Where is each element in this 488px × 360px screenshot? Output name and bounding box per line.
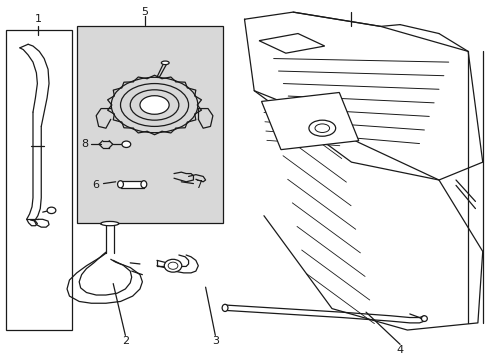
Text: 3: 3 bbox=[211, 336, 218, 346]
Text: 4: 4 bbox=[396, 345, 403, 355]
Ellipse shape bbox=[140, 96, 169, 114]
Text: 6: 6 bbox=[93, 180, 100, 190]
Circle shape bbox=[47, 207, 56, 213]
Text: 8: 8 bbox=[81, 139, 88, 149]
Ellipse shape bbox=[117, 181, 123, 188]
Ellipse shape bbox=[141, 181, 146, 188]
Polygon shape bbox=[259, 33, 324, 53]
Circle shape bbox=[164, 259, 182, 272]
Bar bbox=[6, 30, 72, 330]
Text: 1: 1 bbox=[34, 14, 41, 24]
Bar bbox=[77, 26, 222, 223]
Circle shape bbox=[168, 262, 178, 269]
Polygon shape bbox=[261, 93, 358, 150]
Text: 2: 2 bbox=[122, 336, 129, 346]
Ellipse shape bbox=[314, 124, 329, 132]
Bar bbox=[120, 181, 143, 188]
Ellipse shape bbox=[161, 61, 169, 64]
Ellipse shape bbox=[101, 221, 119, 226]
Ellipse shape bbox=[222, 304, 227, 311]
Ellipse shape bbox=[421, 316, 427, 321]
Text: 7: 7 bbox=[194, 180, 202, 190]
Text: 5: 5 bbox=[141, 7, 148, 17]
Circle shape bbox=[122, 141, 130, 148]
Ellipse shape bbox=[308, 120, 335, 136]
